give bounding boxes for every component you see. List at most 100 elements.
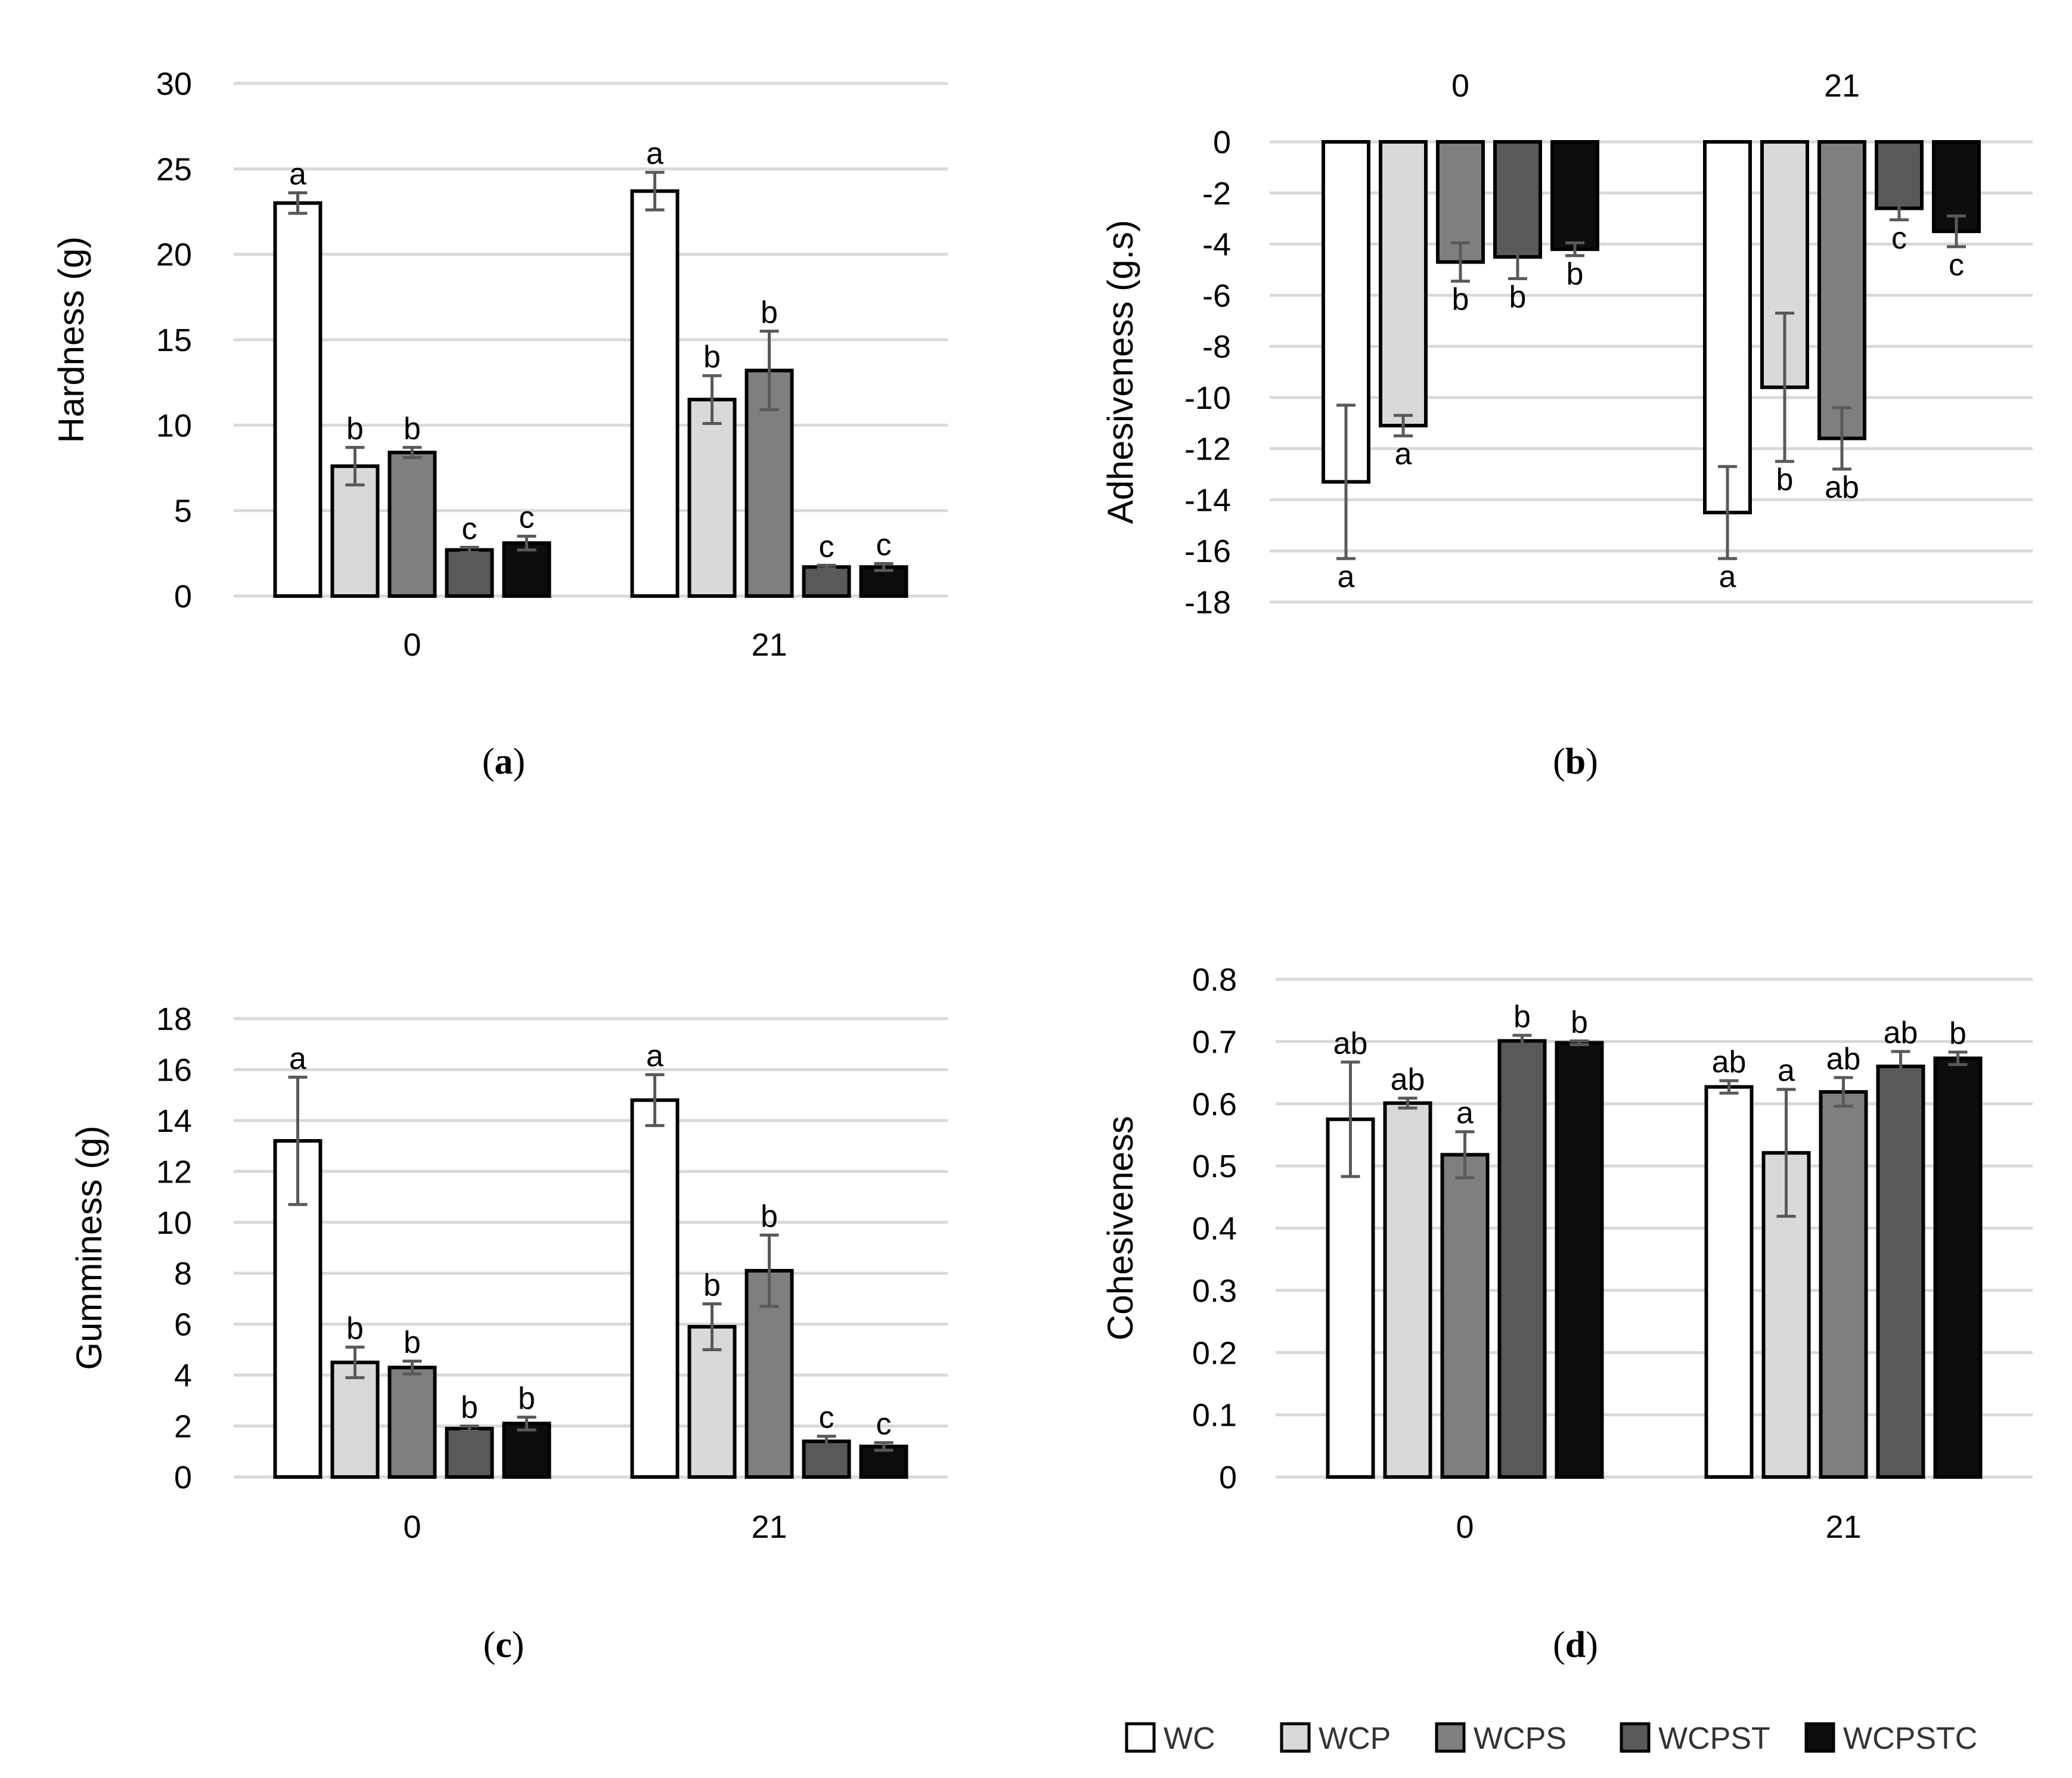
y-axis-title: Gumminess (g) (69, 1125, 109, 1370)
y-tick-label: 0 (174, 579, 192, 615)
y-tick-label: -10 (1184, 380, 1231, 416)
bar-wcps (387, 451, 437, 598)
significance-letter: c (819, 1401, 835, 1435)
y-tick-label: 18 (156, 1001, 192, 1037)
bar-wcpstc (502, 541, 551, 598)
y-tick-label: 0 (1213, 125, 1231, 160)
bar-wcpst (802, 565, 851, 598)
y-tick-label: 0.2 (1192, 1335, 1237, 1371)
x-category-label: 21 (751, 1509, 787, 1545)
y-tick-label: -4 (1202, 227, 1231, 263)
panel-label-b: (b) (1553, 741, 1598, 782)
bar-wcpstc (502, 1422, 551, 1479)
legend-swatch-wcpstc (1804, 1722, 1835, 1753)
x-category-label: 21 (1825, 1509, 1861, 1545)
significance-letter: c (819, 529, 835, 564)
bar-wcp (687, 398, 737, 598)
significance-letter: b (346, 1311, 364, 1346)
significance-letter: a (1778, 1054, 1795, 1088)
bar-wcp (1379, 140, 1428, 428)
significance-letter: b (1452, 283, 1469, 317)
y-tick-label: -16 (1184, 533, 1231, 569)
bar-wcp (330, 1360, 380, 1479)
y-tick-label: -6 (1202, 278, 1231, 314)
y-tick-label: 6 (174, 1307, 192, 1343)
bar-wcpstc (1555, 1041, 1604, 1479)
x-category-label: 0 (1451, 68, 1469, 104)
significance-letter: b (1571, 1005, 1588, 1040)
bar-wc (1704, 1085, 1754, 1479)
y-tick-label: 0.1 (1192, 1398, 1237, 1433)
y-tick-label: 12 (156, 1154, 192, 1190)
y-tick-label: -12 (1184, 432, 1231, 467)
y-tick-label: 10 (156, 1205, 192, 1241)
y-tick-label: 2 (174, 1409, 192, 1445)
y-tick-label: 25 (156, 151, 192, 187)
significance-letter: ab (1391, 1062, 1425, 1097)
significance-letter: a (646, 136, 663, 171)
bar-wcpst (1876, 1065, 1925, 1479)
significance-letter: c (876, 1407, 892, 1441)
y-axis-title: Adhesiveness (g.s) (1100, 220, 1140, 524)
y-tick-label: 4 (174, 1358, 192, 1394)
legend-label: WC (1164, 1721, 1215, 1756)
y-tick-label: -2 (1202, 176, 1231, 212)
y-tick-label: 0 (1219, 1460, 1237, 1495)
significance-letter: a (1456, 1096, 1474, 1131)
significance-letter: c (462, 511, 477, 546)
significance-letter: b (761, 1199, 778, 1234)
bar-wcp (1760, 140, 1809, 389)
y-tick-label: 0 (174, 1460, 192, 1495)
significance-letter: ab (1826, 1042, 1861, 1076)
significance-letter: b (1567, 257, 1584, 291)
bar-wcpstc (1550, 140, 1599, 252)
chart-cohesiveness: 00.10.20.30.40.50.60.70.8Cohesiveness0ab… (1100, 962, 2033, 1545)
y-tick-label: 8 (174, 1256, 192, 1292)
significance-letter: b (346, 412, 364, 446)
y-tick-label: 0.8 (1192, 962, 1237, 998)
legend-label: WCPSTC (1843, 1721, 1977, 1756)
bar-wcps (387, 1366, 437, 1479)
x-category-label: 0 (1456, 1509, 1474, 1545)
significance-letter: ab (1884, 1016, 1918, 1050)
significance-letter: b (1513, 1000, 1531, 1034)
chart-hardness: 0 5 10 15 20 25 30 Hardness (g) 0 a b b c c 21 a b b c c (51, 66, 948, 663)
significance-letter: ab (1825, 470, 1859, 505)
y-tick-label: 0.6 (1192, 1087, 1237, 1122)
significance-letter: a (1395, 437, 1412, 471)
significance-letter: ab (1333, 1026, 1368, 1061)
y-tick-label: 20 (156, 237, 192, 273)
panel-label-a: (a) (482, 741, 525, 782)
y-axis-title: Cohesiveness (1100, 1116, 1140, 1341)
significance-letter: b (1776, 463, 1794, 497)
y-tick-label: 0.5 (1192, 1149, 1237, 1184)
bar-wcpst (1497, 1039, 1547, 1479)
bar-wcps (1440, 1153, 1490, 1479)
significance-letter: c (1949, 248, 1964, 283)
y-tick-label: 30 (156, 66, 192, 102)
legend-swatch-wcp (1280, 1722, 1311, 1753)
y-tick-label: -8 (1202, 329, 1231, 365)
legend-label: WCPS (1474, 1721, 1567, 1756)
legend-label: WCPST (1658, 1721, 1770, 1756)
y-tick-label: 0.7 (1192, 1024, 1237, 1060)
bar-wc (273, 201, 322, 598)
legend-swatch-wcpst (1620, 1722, 1651, 1753)
bar-wcp (1383, 1101, 1432, 1479)
significance-letter: b (404, 1326, 421, 1360)
y-tick-label: 5 (174, 494, 192, 529)
significance-letter: c (1891, 221, 1907, 256)
y-axis-title: Hardness (g) (51, 237, 91, 443)
significance-letter: b (461, 1391, 478, 1425)
significance-letter: a (289, 157, 306, 191)
legend-label: WCP (1319, 1721, 1391, 1756)
significance-letter: b (1949, 1016, 1966, 1051)
significance-letter: a (1338, 560, 1355, 594)
bar-wcps (745, 1268, 794, 1479)
bar-wc (1326, 1117, 1375, 1479)
panel-label-d: (d) (1553, 1625, 1598, 1665)
significance-letter: b (1509, 280, 1527, 314)
chart-gumminess: 0 2 4 6 8 10 12 14 16 18 Gumminess (g) 0 a b b b b 21 a b b c… (69, 1001, 948, 1545)
y-tick-label: -14 (1184, 482, 1231, 518)
